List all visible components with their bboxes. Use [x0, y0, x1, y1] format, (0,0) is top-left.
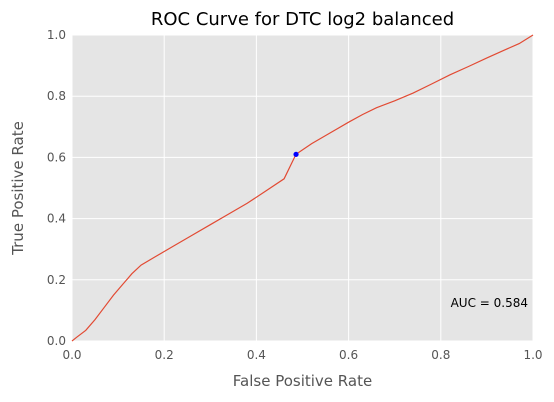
y-tick-label: 0.2: [47, 273, 66, 287]
y-tick-label: 1.0: [47, 28, 66, 42]
operating-point-marker: [293, 151, 299, 157]
x-tick-label: 0.6: [339, 348, 358, 362]
roc-curve-line: [71, 34, 534, 342]
x-tick-labels: 0.0 0.2 0.4 0.6 0.8 1.0: [62, 348, 542, 362]
chart-title: ROC Curve for DTC log2 balanced: [151, 9, 454, 30]
y-axis-label: True Positive Rate: [9, 121, 27, 256]
y-tick-label: 0.0: [47, 334, 66, 348]
y-tick-labels: 0.0 0.2 0.4 0.6 0.8 1.0: [47, 28, 66, 348]
plot-area: [72, 35, 533, 341]
x-axis-label: False Positive Rate: [233, 372, 372, 390]
auc-annotation: AUC = 0.584: [451, 296, 528, 310]
y-tick-label: 0.4: [47, 212, 66, 226]
y-tick-label: 0.6: [47, 150, 66, 164]
grid-lines: [71, 34, 534, 342]
y-tick-label: 0.8: [47, 89, 66, 103]
x-tick-label: 0.8: [431, 348, 450, 362]
x-tick-label: 0.2: [155, 348, 174, 362]
x-tick-label: 0.4: [247, 348, 266, 362]
x-tick-label: 1.0: [523, 348, 542, 362]
x-tick-label: 0.0: [62, 348, 81, 362]
